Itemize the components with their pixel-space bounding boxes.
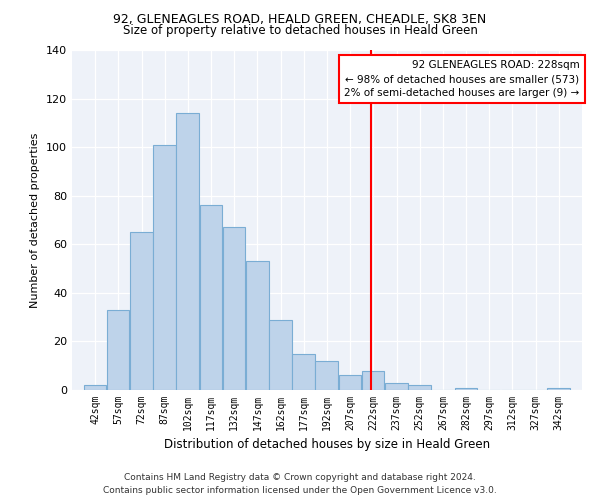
Bar (408, 385, 431, 390)
Bar (455, 388, 477, 390)
Bar (547, 388, 570, 390)
Bar (385, 382, 407, 390)
Bar (153, 144, 176, 390)
Bar (107, 310, 130, 390)
X-axis label: Distribution of detached houses by size in Heald Green: Distribution of detached houses by size … (164, 438, 490, 452)
Bar (199, 206, 222, 390)
Bar (130, 232, 152, 390)
Bar (292, 354, 315, 390)
Text: 92, GLENEAGLES ROAD, HEALD GREEN, CHEADLE, SK8 3EN: 92, GLENEAGLES ROAD, HEALD GREEN, CHEADL… (113, 12, 487, 26)
Bar (223, 228, 245, 390)
Bar (362, 370, 385, 390)
Bar (83, 385, 106, 390)
Text: Contains HM Land Registry data © Crown copyright and database right 2024.
Contai: Contains HM Land Registry data © Crown c… (103, 474, 497, 495)
Bar (176, 113, 199, 390)
Text: Size of property relative to detached houses in Heald Green: Size of property relative to detached ho… (122, 24, 478, 37)
Bar (338, 376, 361, 390)
Bar (316, 361, 338, 390)
Y-axis label: Number of detached properties: Number of detached properties (31, 132, 40, 308)
Bar (269, 320, 292, 390)
Bar (246, 262, 269, 390)
Text: 92 GLENEAGLES ROAD: 228sqm
← 98% of detached houses are smaller (573)
2% of semi: 92 GLENEAGLES ROAD: 228sqm ← 98% of deta… (344, 60, 580, 98)
